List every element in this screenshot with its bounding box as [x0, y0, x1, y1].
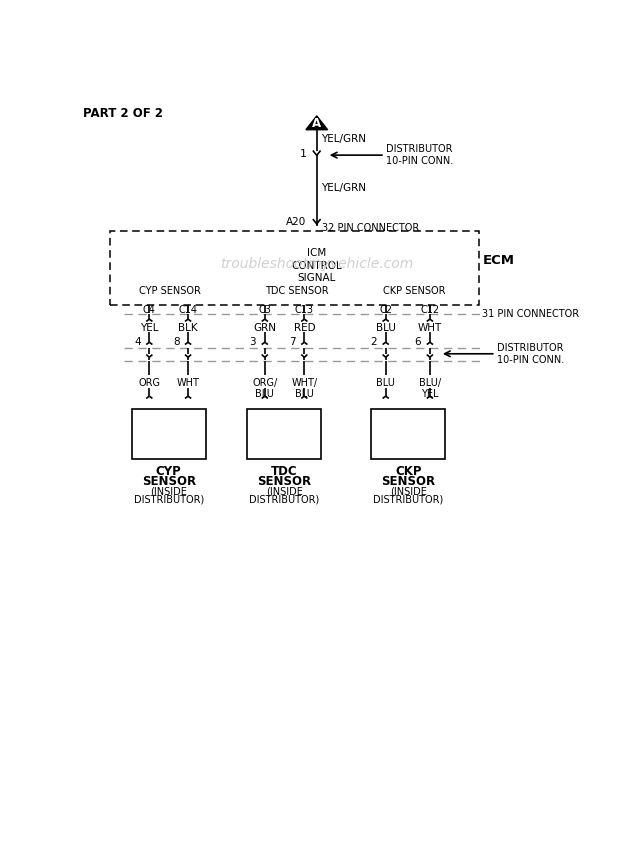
Text: BLK: BLK: [178, 323, 198, 332]
Text: (INSIDE: (INSIDE: [266, 486, 303, 496]
Text: 8: 8: [173, 337, 180, 348]
Text: RED: RED: [294, 323, 315, 332]
Text: DISTRIBUTOR): DISTRIBUTOR): [249, 495, 320, 505]
Text: C13: C13: [295, 304, 314, 314]
Text: WHT/
BLU: WHT/ BLU: [291, 378, 318, 400]
Text: CYP: CYP: [156, 466, 182, 479]
Text: C12: C12: [420, 304, 439, 314]
Text: WHT: WHT: [418, 323, 442, 332]
Text: 4: 4: [134, 337, 141, 348]
Text: A20: A20: [286, 217, 306, 227]
Text: CKP SENSOR: CKP SENSOR: [383, 286, 446, 296]
Text: 6: 6: [415, 337, 421, 348]
Text: (INSIDE: (INSIDE: [150, 486, 187, 496]
Text: C14: C14: [179, 304, 198, 314]
Text: 31 PIN CONNECTOR: 31 PIN CONNECTOR: [482, 309, 579, 319]
Text: BLU: BLU: [376, 323, 396, 332]
Text: troubleshootmyvehicle.com: troubleshootmyvehicle.com: [220, 257, 413, 270]
Bar: [371, 409, 445, 459]
Text: SENSOR: SENSOR: [381, 475, 435, 489]
Text: TDC SENSOR: TDC SENSOR: [265, 286, 328, 296]
Text: ICM
CONTROL
SIGNAL: ICM CONTROL SIGNAL: [291, 248, 342, 283]
Bar: [247, 409, 321, 459]
Text: CYP SENSOR: CYP SENSOR: [139, 286, 201, 296]
Text: TDC: TDC: [271, 466, 297, 479]
Text: SENSOR: SENSOR: [142, 475, 196, 489]
Text: PART 2 OF 2: PART 2 OF 2: [83, 107, 163, 121]
Text: DISTRIBUTOR
10-PIN CONN.: DISTRIBUTOR 10-PIN CONN.: [386, 144, 454, 167]
Text: 3: 3: [250, 337, 256, 348]
Text: GRN: GRN: [253, 323, 276, 332]
Text: ORG: ORG: [138, 378, 160, 388]
Text: C3: C3: [258, 304, 271, 314]
Text: 7: 7: [289, 337, 296, 348]
Text: ORG/
BLU: ORG/ BLU: [252, 378, 277, 400]
Bar: [110, 231, 479, 304]
Text: 32 PIN CONNECTOR: 32 PIN CONNECTOR: [322, 224, 420, 233]
Text: DISTRIBUTOR): DISTRIBUTOR): [373, 495, 443, 505]
Text: YEL: YEL: [140, 323, 159, 332]
Text: YEL/GRN: YEL/GRN: [321, 184, 366, 193]
Text: WHT: WHT: [177, 378, 200, 388]
Text: BLU: BLU: [376, 378, 395, 388]
Text: CKP: CKP: [395, 466, 421, 479]
Bar: [132, 409, 206, 459]
Text: SENSOR: SENSOR: [257, 475, 311, 489]
Text: C4: C4: [143, 304, 156, 314]
Text: A: A: [312, 117, 321, 130]
Text: (INSIDE: (INSIDE: [390, 486, 426, 496]
Text: 1: 1: [300, 149, 307, 159]
Text: BLU/
YEL: BLU/ YEL: [419, 378, 441, 400]
Text: ECM: ECM: [483, 254, 515, 267]
Text: YEL/GRN: YEL/GRN: [321, 134, 366, 144]
Text: DISTRIBUTOR): DISTRIBUTOR): [133, 495, 204, 505]
Text: DISTRIBUTOR
10-PIN CONN.: DISTRIBUTOR 10-PIN CONN.: [497, 343, 565, 365]
Text: 2: 2: [371, 337, 377, 348]
Text: C2: C2: [379, 304, 392, 314]
Polygon shape: [306, 116, 328, 130]
